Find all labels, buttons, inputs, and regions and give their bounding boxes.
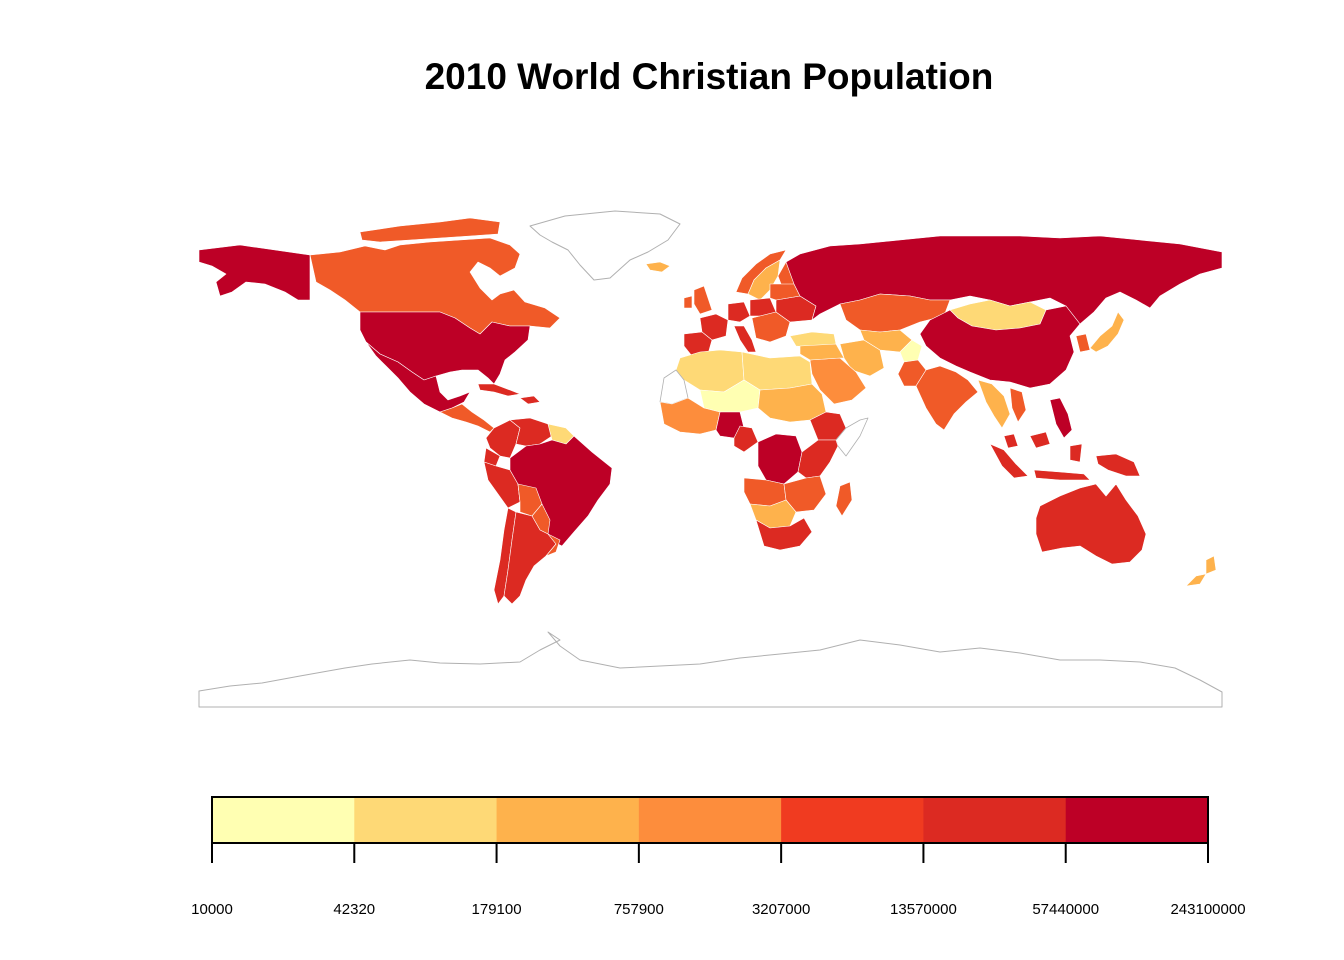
region-vietnam: [1009, 387, 1027, 423]
region-malaysia: [1003, 431, 1051, 449]
region-australia: [1035, 483, 1147, 565]
legend-swatch-2: [496, 797, 640, 843]
legend-break-label: 10000: [191, 901, 233, 918]
legend-break-label: 13570000: [890, 901, 957, 918]
legend-break-label: 757900: [614, 901, 664, 918]
region-new-zealand: [1185, 555, 1217, 587]
world-map: [198, 210, 1223, 708]
legend-ticks: [211, 843, 1209, 863]
region-madagascar: [835, 481, 853, 517]
legend-frame: [211, 796, 1209, 844]
region-south-africa: [755, 517, 813, 551]
legend-swatch-6: [1065, 797, 1209, 843]
legend-break-label: 179100: [472, 901, 522, 918]
region-argentina: [503, 511, 557, 605]
region-ireland: [683, 295, 693, 309]
region-indonesia: [989, 443, 1091, 481]
legend-swatch-1: [354, 797, 498, 843]
legend-swatches: [212, 797, 1209, 843]
region-alaska: [198, 244, 311, 301]
region-canada-islands: [359, 217, 501, 243]
map-regions: [198, 210, 1223, 708]
region-belarus-baltics: [769, 283, 801, 301]
region-korea: [1075, 333, 1091, 353]
region-india: [915, 365, 979, 431]
region-uruguay: [545, 533, 561, 557]
legend-swatch-3: [638, 797, 782, 843]
region-china: [919, 305, 1081, 389]
region-afghanistan: [899, 339, 923, 363]
region-philippines: [1049, 397, 1073, 439]
legend-break-label: 3207000: [752, 901, 810, 918]
legend-break-label: 243100000: [1170, 901, 1245, 918]
legend-swatch-0: [212, 797, 355, 843]
region-cameroon: [733, 425, 759, 453]
region-italy: [733, 325, 757, 353]
region-greenland: [529, 210, 681, 281]
region-east-africa: [797, 439, 839, 479]
region-japan: [1089, 311, 1125, 353]
region-uk: [693, 285, 713, 315]
region-sweden: [747, 259, 781, 301]
region-antarctica: [198, 631, 1223, 708]
region-saudi-arabia: [809, 357, 867, 405]
region-iceland: [645, 261, 671, 273]
region-caribbean: [519, 395, 541, 405]
page-title: 2010 World Christian Population: [424, 56, 994, 97]
region-papua-new-guinea: [1095, 453, 1141, 477]
region-myanmar-thailand: [977, 379, 1011, 429]
region-mexico: [365, 341, 471, 413]
legend-swatch-5: [923, 797, 1067, 843]
region-iraq-syria: [799, 343, 845, 361]
region-cuba: [477, 383, 521, 397]
region-germany: [727, 301, 751, 323]
legend-break-label: 57440000: [1032, 901, 1099, 918]
legend-break-label: 42320: [333, 901, 375, 918]
legend-labels: 10000 42320 179100 757900 3207000 13570000 574…: [191, 901, 1245, 918]
legend-swatch-4: [781, 797, 924, 843]
